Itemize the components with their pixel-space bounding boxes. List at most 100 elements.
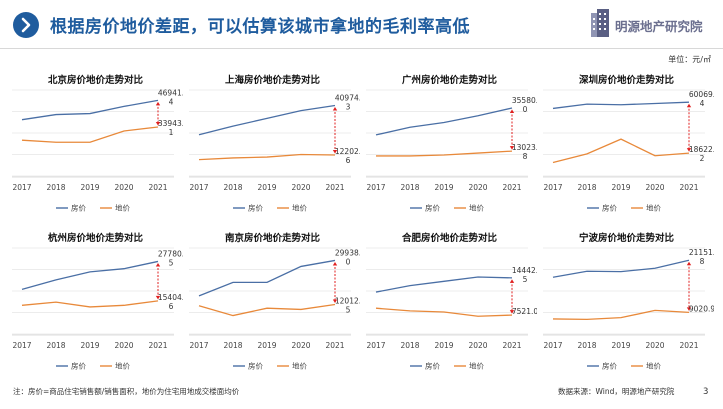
land-price-line — [21, 300, 159, 308]
house-price-line — [198, 104, 336, 136]
house-value-label: 29938. 0 — [335, 248, 360, 266]
legend: 房价 地价 — [410, 203, 484, 213]
house-value-label: 60069. 4 — [689, 90, 714, 108]
x-tick-label: 2020 — [468, 341, 487, 350]
legend-house-label: 房价 — [71, 361, 86, 371]
land-price-line — [198, 153, 336, 161]
chart-title: 深圳房价地价走势对比 — [578, 75, 674, 86]
x-tick-label: 2019 — [257, 341, 276, 350]
legend-land-label: 地价 — [115, 361, 130, 371]
x-tick-label: 2019 — [611, 183, 630, 192]
chart-plot: 29938. 0 12012. 5 2017 2018 2019 2020 2021 房价 地价 — [189, 247, 360, 371]
chart-beijing: 北京房价地价走势对比 46941. 4 33943. 1 2017 2018 2019 2020… — [8, 72, 183, 222]
x-tick-label: 2019 — [80, 341, 99, 350]
chart-plot: 35580. 0 13023. 8 2017 2018 2019 2020 2021 房价 地价 — [366, 89, 537, 213]
arrow-up-icon — [509, 109, 515, 114]
x-tick-label: 2021 — [148, 341, 167, 350]
legend: 房价 地价 — [56, 203, 130, 213]
x-tick-label: 2021 — [679, 341, 698, 350]
page-number: 3 — [703, 387, 709, 397]
x-tick-label: 2018 — [223, 183, 242, 192]
house-value-label: 27780. 5 — [158, 249, 183, 267]
chart-plot: 60069. 4 18622. 2 2017 2018 2019 2020 2021 房价 地价 — [543, 89, 714, 213]
logo-text: 明源地产研究院 — [615, 19, 703, 34]
legend: 房价 地价 — [587, 203, 661, 213]
x-tick-label: 2017 — [189, 341, 208, 350]
land-value-label: 18622. 2 — [689, 145, 714, 163]
house-price-line — [21, 99, 159, 121]
chart-plot: 21151. 8 9020.9 2017 2018 2019 2020 2021 房价 地价 — [543, 247, 714, 371]
chart-shenzhen: 深圳房价地价走势对比 60069. 4 18622. 2 2017 2018 2019 2020… — [539, 72, 714, 222]
unit-label: 单位：元/㎡ — [668, 55, 711, 64]
land-value-label: 33943. 1 — [158, 119, 183, 137]
chart-guangzhou: 广州房价地价走势对比 35580. 0 13023. 8 2017 2018 2019 2020… — [362, 72, 537, 222]
arrow-down-icon — [686, 307, 692, 311]
legend-land-label: 地价 — [646, 203, 661, 213]
x-tick-label: 2019 — [434, 183, 453, 192]
x-tick-label: 2017 — [12, 183, 31, 192]
arrow-up-icon — [686, 261, 692, 266]
x-tick-label: 2018 — [400, 183, 419, 192]
chart-title: 广州房价地价走势对比 — [401, 75, 497, 86]
chart-hangzhou: 杭州房价地价走势对比 27780. 5 15404. 6 2017 2018 2019 2020… — [8, 230, 183, 380]
legend-house-label: 房价 — [248, 203, 263, 213]
title-bar: 根据房价地价差距，可以估算该城市拿地的毛利率高低 明源地产研究院 — [0, 0, 723, 50]
x-tick-label: 2019 — [434, 341, 453, 350]
x-tick-label: 2021 — [502, 341, 521, 350]
land-price-line — [552, 138, 690, 164]
logo: 明源地产研究院 — [589, 6, 719, 42]
arrow-up-icon — [155, 262, 161, 267]
land-price-line — [198, 303, 336, 317]
x-tick-label: 2018 — [46, 341, 65, 350]
arrow-down-icon — [509, 146, 515, 150]
x-tick-label: 2017 — [366, 341, 385, 350]
chart-title: 杭州房价地价走势对比 — [47, 233, 143, 244]
chart-title: 宁波房价地价走势对比 — [578, 233, 674, 244]
legend-land-label: 地价 — [469, 203, 484, 213]
x-tick-label: 2017 — [189, 183, 208, 192]
house-price-line — [21, 260, 159, 291]
house-price-line — [552, 259, 690, 278]
land-value-label: 15404. 6 — [158, 293, 183, 311]
chevron-right-icon — [13, 12, 39, 38]
x-tick-label: 2020 — [645, 341, 664, 350]
chart-title: 北京房价地价走势对比 — [47, 75, 143, 86]
title-divider — [0, 48, 723, 49]
x-tick-label: 2021 — [502, 183, 521, 192]
land-value-label: 7521.0 — [512, 307, 537, 316]
house-price-line — [375, 276, 513, 293]
x-tick-label: 2017 — [543, 341, 562, 350]
chart-title: 南京房价地价走势对比 — [224, 233, 320, 244]
x-tick-label: 2017 — [12, 341, 31, 350]
legend-house-label: 房价 — [425, 361, 440, 371]
x-tick-label: 2018 — [400, 341, 419, 350]
house-value-label: 14442. 5 — [512, 266, 537, 284]
x-tick-label: 2018 — [577, 183, 596, 192]
arrow-up-icon — [332, 107, 338, 111]
house-value-label: 21151. 8 — [689, 248, 714, 266]
house-price-line — [198, 259, 336, 297]
data-source: 数据来源：Wind，明源地产研究院 — [558, 387, 675, 396]
x-tick-label: 2017 — [543, 183, 562, 192]
x-tick-label: 2020 — [468, 183, 487, 192]
land-value-label: 13023. 8 — [512, 143, 537, 161]
x-tick-label: 2019 — [611, 341, 630, 350]
chart-shanghai: 上海房价地价走势对比 40974. 3 12202. 6 2017 2018 2019 2020… — [185, 72, 360, 222]
legend-land-label: 地价 — [292, 203, 307, 213]
chart-ningbo: 宁波房价地价走势对比 21151. 8 9020.9 2017 2018 2019 2020 2… — [539, 230, 714, 380]
house-price-line — [552, 101, 690, 110]
land-price-line — [375, 307, 513, 317]
legend: 房价 地价 — [587, 361, 661, 371]
legend-land-label: 地价 — [646, 361, 661, 371]
legend-house-label: 房价 — [425, 203, 440, 213]
legend: 房价 地价 — [233, 361, 307, 371]
x-tick-label: 2019 — [257, 183, 276, 192]
x-tick-label: 2021 — [679, 183, 698, 192]
x-tick-label: 2017 — [366, 183, 385, 192]
chart-plot: 46941. 4 33943. 1 2017 2018 2019 2020 2021 房价 地价 — [12, 88, 183, 213]
legend-land-label: 地价 — [469, 361, 484, 371]
x-tick-label: 2020 — [291, 341, 310, 350]
legend-house-label: 房价 — [602, 203, 617, 213]
land-value-label: 12202. 6 — [335, 147, 360, 165]
chart-title: 上海房价地价走势对比 — [224, 75, 320, 86]
